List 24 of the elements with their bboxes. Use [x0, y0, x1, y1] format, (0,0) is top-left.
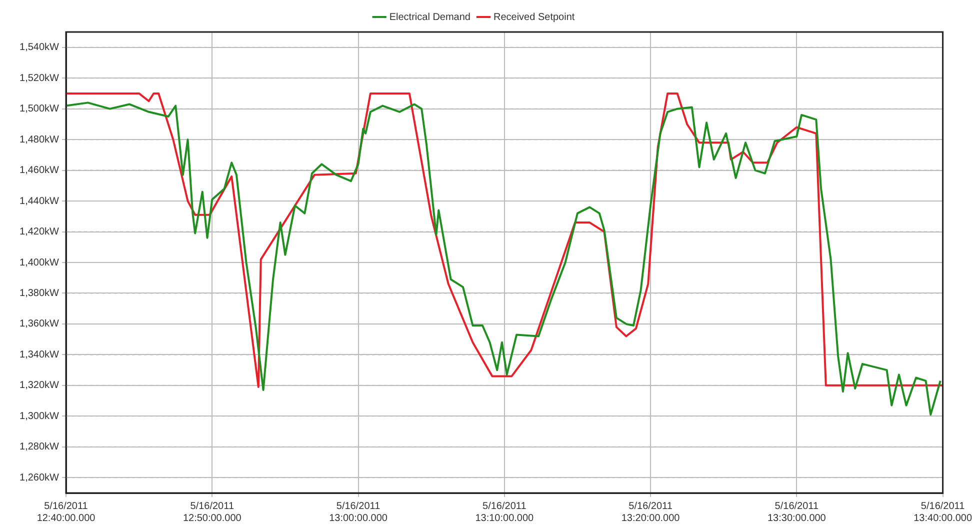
y-tick-label: 1,520kW [20, 72, 60, 84]
y-tick-label: 1,480kW [20, 134, 60, 146]
x-tick-label: 5/16/2011 12:40:00.000 [36, 500, 96, 524]
y-tick-label: 1,400kW [20, 257, 60, 268]
x-tick-label: 5/16/2011 13:30:00.000 [767, 500, 826, 524]
y-tick-label: 1,380kW [20, 288, 60, 299]
y-tick-label: 1,260kW [20, 472, 60, 484]
y-tick-label: 1,440kW [20, 196, 60, 207]
y-tick-label: 1,280kW [20, 442, 60, 453]
y-tick-label: 1,540kW [20, 42, 60, 54]
y-tick-label: 1,360kW [20, 318, 60, 330]
y-tick-label: 1,500kW [20, 104, 60, 115]
legend-label: Electrical Demand [389, 12, 471, 23]
x-tick-label: 5/16/2011 13:20:00.000 [621, 500, 680, 524]
y-tick-label: 1,460kW [20, 165, 60, 176]
y-tick-label: 1,320kW [20, 380, 60, 392]
legend-label: Received Setpoint [493, 12, 575, 23]
y-tick-label: 1,340kW [20, 349, 60, 360]
y-tick-label: 1,300kW [20, 410, 60, 422]
x-tick-label: 5/16/2011 13:00:00.000 [329, 500, 388, 524]
x-tick-label: 5/16/2011 12:50:00.000 [182, 500, 242, 524]
x-tick-label: 5/16/2011 13:10:00.000 [475, 500, 534, 524]
y-tick-label: 1,420kW [20, 226, 60, 238]
x-tick-label: 5/16/2011 13:40:00.000 [914, 500, 972, 524]
